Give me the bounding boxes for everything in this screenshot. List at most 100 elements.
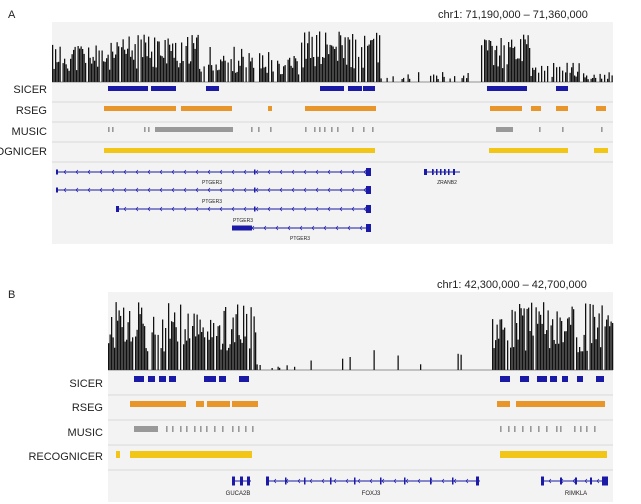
signal-bar xyxy=(362,67,364,82)
signal-bar xyxy=(101,50,103,82)
gene-strand-arrow xyxy=(347,225,351,231)
rseg-peak xyxy=(516,401,605,407)
signal-bar xyxy=(148,36,150,82)
gene-strand-arrow xyxy=(299,225,303,231)
signal-bar xyxy=(280,74,282,82)
sicer-peak xyxy=(596,376,604,382)
signal-bar xyxy=(546,330,548,370)
gene-strand-arrow xyxy=(297,478,301,484)
gene-strand-arrow xyxy=(123,169,127,175)
signal-bar xyxy=(544,334,546,370)
signal-bar xyxy=(495,340,497,370)
gene-model-ptger3-3 xyxy=(116,205,371,213)
signal-bar xyxy=(555,343,557,370)
signal-bar xyxy=(115,54,117,82)
music-peak xyxy=(319,127,321,132)
signal-bar xyxy=(160,55,162,82)
gene-model-ptger3-4 xyxy=(232,224,371,232)
signal-bar xyxy=(233,46,235,82)
panel-a-sicer-label: SICER xyxy=(13,84,47,96)
music-peak xyxy=(245,426,247,432)
signal-bar xyxy=(134,44,136,82)
signal-bar xyxy=(124,49,126,82)
signal-bar xyxy=(253,67,255,82)
gene-strand-arrow xyxy=(135,206,139,212)
signal-bar xyxy=(349,39,351,82)
signal-bar xyxy=(109,69,111,82)
gene-exon xyxy=(330,477,332,485)
signal-bar xyxy=(215,64,217,82)
music-peak xyxy=(258,127,260,132)
music-peak xyxy=(337,127,339,132)
gene-model-rimkla xyxy=(541,476,608,486)
signal-bar xyxy=(200,71,202,82)
signal-bar xyxy=(578,63,580,82)
signal-bar xyxy=(496,45,498,82)
gene-strand-arrow xyxy=(453,478,457,484)
gene-strand-arrow xyxy=(171,187,175,193)
gene-strand-arrow xyxy=(255,169,259,175)
music-peak xyxy=(200,426,202,432)
signal-bar xyxy=(147,351,149,370)
signal-bar xyxy=(271,368,273,370)
panel-b: B chr1: 42,300,000 – 42,700,000 SICER RS… xyxy=(8,279,614,502)
signal-bar xyxy=(568,317,570,370)
signal-bar xyxy=(407,74,409,82)
signal-bar xyxy=(523,308,525,370)
gene-exon xyxy=(575,477,577,485)
signal-bar xyxy=(126,339,128,370)
rseg-peak xyxy=(268,106,272,111)
signal-bar xyxy=(541,323,543,370)
signal-bar xyxy=(332,46,334,82)
signal-bar xyxy=(528,307,530,370)
signal-bar xyxy=(308,31,310,83)
signal-bar xyxy=(494,50,496,82)
signal-bar xyxy=(526,308,528,370)
signal-bar xyxy=(195,336,197,370)
signal-bar xyxy=(113,57,115,82)
signal-bar xyxy=(607,315,609,370)
signal-bar xyxy=(177,341,179,370)
signal-bar xyxy=(151,51,153,82)
signal-bar xyxy=(592,304,594,370)
gene-strand-arrow xyxy=(345,478,349,484)
music-peak xyxy=(314,127,316,132)
signal-bar xyxy=(115,302,117,370)
signal-bar xyxy=(443,76,445,82)
signal-bar xyxy=(496,324,498,370)
signal-bar xyxy=(510,347,512,370)
signal-bar xyxy=(163,351,165,370)
music-peak xyxy=(108,127,110,132)
gene-strand-arrow xyxy=(123,206,127,212)
gene-strand-arrow xyxy=(357,478,361,484)
signal-bar xyxy=(140,39,142,82)
signal-bar xyxy=(95,45,97,82)
gene-exon xyxy=(240,476,243,486)
signal-bar xyxy=(355,39,357,82)
signal-bar xyxy=(481,45,483,82)
signal-bar xyxy=(124,341,126,370)
signal-bar xyxy=(98,50,100,82)
signal-bar xyxy=(508,42,510,82)
panel-b-recognicer-label: RECOGNICER xyxy=(28,451,103,463)
signal-bar xyxy=(170,51,172,82)
signal-bar xyxy=(231,329,233,370)
signal-bar xyxy=(595,77,597,82)
signal-bar xyxy=(103,61,105,82)
gene-exon xyxy=(541,476,544,486)
gene-strand-arrow xyxy=(381,478,385,484)
gene-strand-arrow xyxy=(417,478,421,484)
rseg-peak xyxy=(596,106,606,111)
signal-bar xyxy=(169,338,171,370)
rseg-peak xyxy=(531,106,541,111)
gene-strand-arrow xyxy=(147,169,151,175)
gene-strand-arrow xyxy=(135,169,139,175)
signal-bar xyxy=(329,44,331,82)
signal-bar xyxy=(559,317,561,370)
signal-bar xyxy=(144,326,146,370)
signal-bar xyxy=(514,46,516,82)
gene-strand-arrow xyxy=(351,169,355,175)
gene-exon xyxy=(366,224,371,232)
signal-bar xyxy=(226,350,228,370)
signal-bar xyxy=(511,39,513,82)
